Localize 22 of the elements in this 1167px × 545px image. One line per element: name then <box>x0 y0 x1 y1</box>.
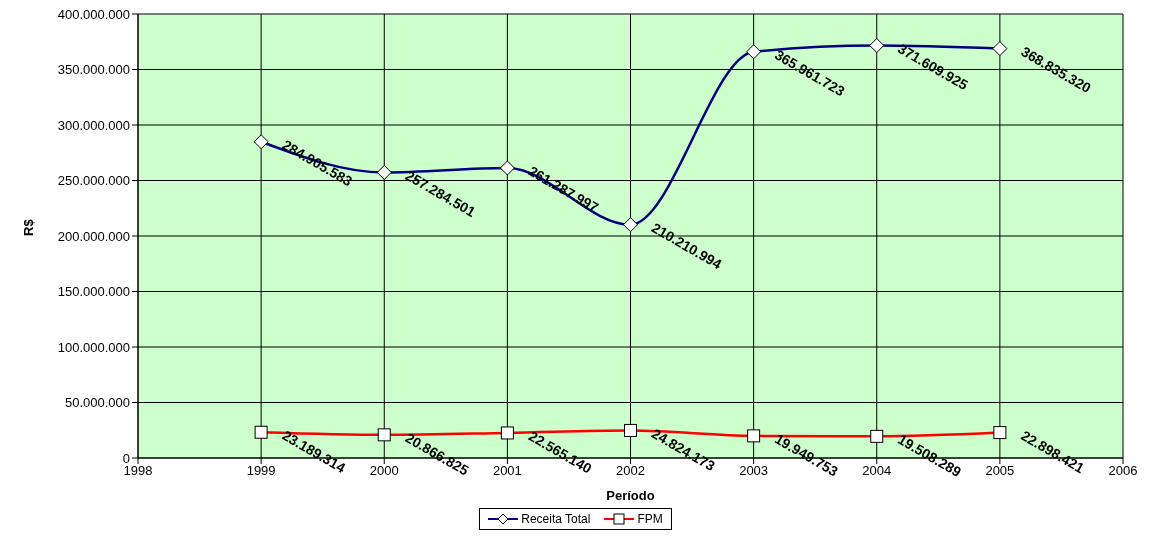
y-tick-label: 50.000.000 <box>64 395 130 411</box>
y-tick-label: 350.000.000 <box>57 62 130 78</box>
x-axis-title: Período <box>606 488 655 503</box>
x-tick-label: 2001 <box>492 463 522 479</box>
x-tick-label: 2000 <box>369 463 399 479</box>
x-tick-label: 2005 <box>985 463 1015 479</box>
x-tick-label: 2006 <box>1108 463 1138 479</box>
legend-label: Receita Total <box>520 512 591 526</box>
y-tick-label: 150.000.000 <box>57 284 130 300</box>
y-axis-title: R$ <box>20 218 36 236</box>
legend-label: FPM <box>636 512 663 526</box>
x-tick-label: 2002 <box>616 463 645 479</box>
x-tick-label: 1999 <box>246 463 276 479</box>
x-tick-label: 2004 <box>862 463 892 479</box>
y-tick-label: 400.000.000 <box>57 6 130 22</box>
y-tick-label: 250.000.000 <box>57 173 130 189</box>
x-tick-label: 1998 <box>123 463 153 479</box>
y-tick-label: 300.000.000 <box>57 117 130 133</box>
x-tick-label: 2003 <box>739 463 769 479</box>
y-tick-label: 0 <box>122 450 130 466</box>
y-tick-label: 100.000.000 <box>57 339 130 355</box>
y-tick-label: 200.000.000 <box>57 228 130 244</box>
